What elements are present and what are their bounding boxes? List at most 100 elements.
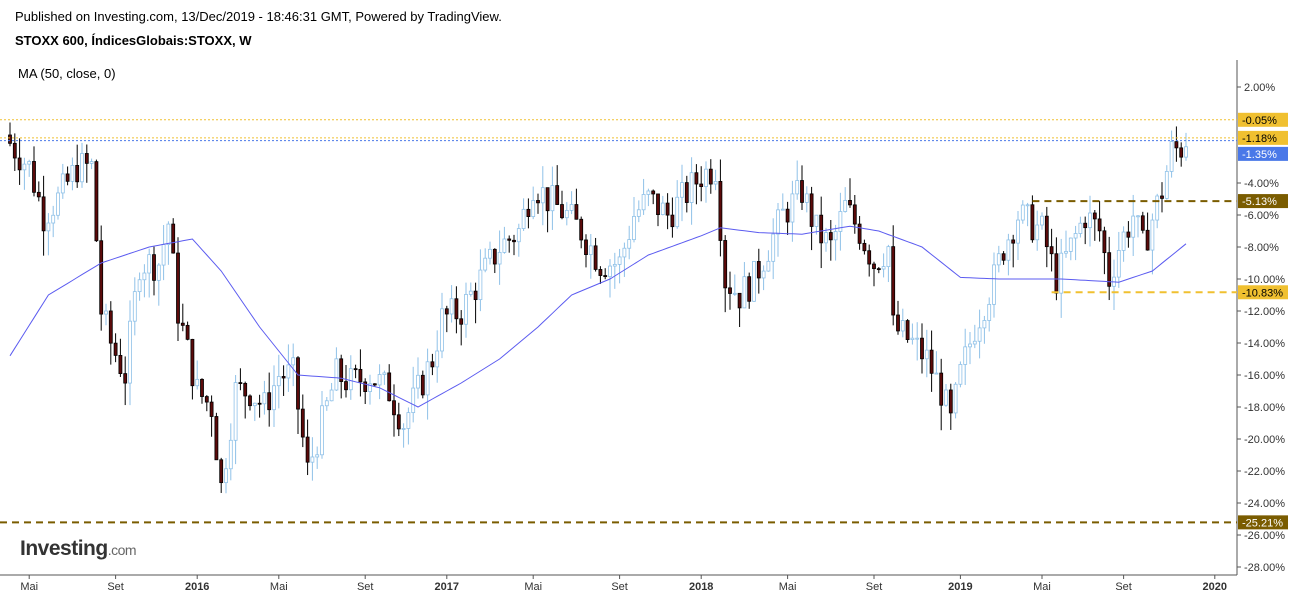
candle-down xyxy=(108,310,113,344)
y-tick-label: -12.00% xyxy=(1244,306,1285,318)
candle-up xyxy=(761,270,766,279)
y-tick-label: -8.00% xyxy=(1244,242,1279,254)
published-note: Published on Investing.com, 13/Dec/2019 … xyxy=(15,9,502,24)
candle-down xyxy=(209,401,214,417)
level-label: -1.35% xyxy=(1242,149,1277,161)
candle-down xyxy=(32,161,36,193)
candle-down xyxy=(756,261,761,279)
candle-down xyxy=(603,275,608,278)
candle-down xyxy=(656,193,660,216)
level-label: -25.21% xyxy=(1242,517,1283,529)
candle-up xyxy=(377,374,382,386)
candle-up xyxy=(348,368,353,391)
candle-up xyxy=(132,291,137,322)
candle-up xyxy=(1078,222,1083,234)
candle-up xyxy=(564,210,569,219)
candle-up xyxy=(612,264,617,267)
candle-down xyxy=(12,142,17,159)
candle-up xyxy=(46,222,51,232)
candle-up xyxy=(449,298,454,315)
candle-up xyxy=(89,161,94,164)
candle-down xyxy=(459,318,464,325)
y-tick-label: -4.00% xyxy=(1244,178,1279,190)
candle-up xyxy=(1155,195,1160,221)
candle-down xyxy=(560,204,564,219)
candle-down xyxy=(574,204,579,220)
candle-down xyxy=(728,287,732,294)
level-label: -0.05% xyxy=(1242,115,1277,127)
candle-down xyxy=(526,208,531,217)
candle-up xyxy=(992,264,996,305)
x-tick-label: 2018 xyxy=(689,581,713,593)
candle-up xyxy=(1164,171,1169,199)
candle-up xyxy=(675,196,680,228)
candle-down xyxy=(670,214,675,228)
candle-down xyxy=(507,238,512,241)
candle-up xyxy=(166,223,171,245)
candle-up xyxy=(660,202,665,216)
y-tick-label: -28.00% xyxy=(1244,562,1285,574)
y-tick-label: -16.00% xyxy=(1244,370,1285,382)
candle-up xyxy=(588,245,593,256)
candle-down xyxy=(180,322,185,326)
candle-down xyxy=(694,172,699,185)
candle-down xyxy=(723,240,728,289)
candle-down xyxy=(809,193,814,227)
indicator-legend[interactable]: MA (50, close, 0) xyxy=(18,66,116,81)
candle-up xyxy=(550,185,555,212)
candle-up xyxy=(156,264,161,281)
y-tick-label: -24.00% xyxy=(1244,498,1285,510)
candle-up xyxy=(1016,219,1020,244)
y-tick-label: -20.00% xyxy=(1244,434,1285,446)
candle-up xyxy=(56,192,60,216)
candle-down xyxy=(363,381,368,393)
candle-up xyxy=(886,246,891,267)
candles xyxy=(8,122,1188,494)
candle-up xyxy=(987,303,992,321)
candle-up xyxy=(147,254,152,274)
candle-up xyxy=(252,402,257,407)
candle-up xyxy=(833,231,838,241)
candle-down xyxy=(1001,253,1006,261)
candle-down xyxy=(372,383,377,386)
candle-down xyxy=(891,246,896,316)
candle-up xyxy=(310,456,315,463)
y-tick-label: -6.00% xyxy=(1244,210,1279,222)
candle-up xyxy=(776,209,780,235)
candle-down xyxy=(176,252,180,324)
candle-up xyxy=(646,190,651,195)
candle-down xyxy=(454,298,459,320)
candle-down xyxy=(939,372,944,406)
candle-down xyxy=(36,191,41,198)
candle-up xyxy=(804,193,809,203)
candle-down xyxy=(444,308,449,315)
level-badge xyxy=(1238,515,1288,530)
x-tick-label: 2019 xyxy=(948,581,972,593)
candle-down xyxy=(699,183,704,188)
candle-up xyxy=(636,209,641,217)
candle-down xyxy=(876,268,881,271)
candle-down xyxy=(300,408,305,438)
candle-up xyxy=(478,269,483,301)
candle-down xyxy=(1049,246,1054,255)
candle-up xyxy=(128,320,132,384)
candle-up xyxy=(704,168,708,188)
candle-up xyxy=(1006,239,1011,261)
candle-up xyxy=(977,327,982,342)
candle-up xyxy=(224,468,228,484)
candle-up xyxy=(401,428,406,430)
candle-down xyxy=(1140,215,1145,231)
candle-down xyxy=(579,218,584,241)
candle-down xyxy=(1044,215,1049,248)
candle-down xyxy=(536,200,540,204)
candle-up xyxy=(137,279,142,293)
candle-down xyxy=(948,389,953,414)
candle-down xyxy=(848,200,852,206)
candle-down xyxy=(358,368,363,383)
x-tick-label: 2020 xyxy=(1203,581,1227,593)
candle-up xyxy=(291,357,296,366)
candle-down xyxy=(905,320,910,341)
candle-up xyxy=(881,266,886,270)
candle-up xyxy=(569,204,574,211)
